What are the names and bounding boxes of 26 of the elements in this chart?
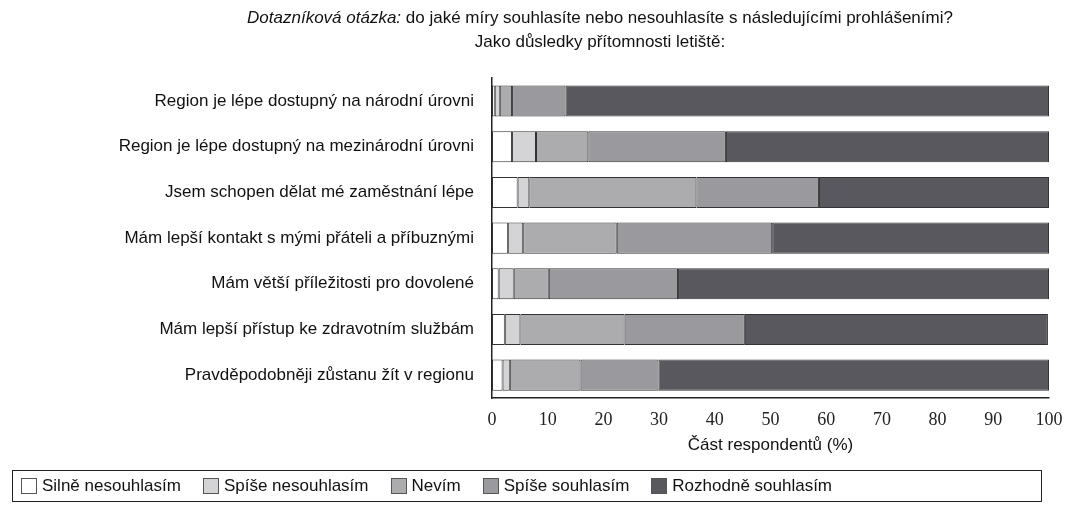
legend-label: Rozhodně souhlasím — [672, 476, 833, 496]
x-tick-label: 30 — [650, 408, 669, 429]
x-axis-title: Část respondentů (%) — [687, 435, 854, 455]
legend-label: Spíše nesouhlasím — [223, 476, 369, 496]
x-tick-label: 60 — [817, 408, 836, 429]
legend-label: Nevím — [411, 476, 461, 496]
x-tick-label: 70 — [872, 408, 891, 429]
y-tick-label: Region je lépe dostupný na národní úrovni — [154, 90, 474, 110]
x-tick-label: 100 — [1035, 408, 1063, 429]
y-tick-label: Pravděpodobněji zůstanu žít v regionu — [184, 364, 474, 384]
y-tick-label: Region je lépe dostupný na mezinárodní úrovni — [118, 136, 474, 156]
chart-subtitle: Jako důsledky přítomnosti letiště: — [473, 31, 727, 53]
x-tick-label: 40 — [705, 408, 724, 429]
x-tick-label: 0 — [487, 408, 497, 429]
x-tick-label: 20 — [594, 408, 613, 429]
legend-label: Spíše souhlasím — [503, 476, 630, 496]
x-tick-label: 80 — [928, 408, 947, 429]
x-tick-label: 50 — [761, 408, 780, 429]
y-tick-label: Mám lepší kontakt s mými přáteli a příbuznými — [124, 227, 474, 247]
legend-label: Silně nesouhlasím — [42, 476, 181, 496]
y-tick-label: Mám lepší přístup ke zdravotním službám — [159, 319, 474, 339]
y-tick-label: Jsem schopen dělat mé zaměstnání lépe — [164, 182, 474, 202]
x-tick-label: 10 — [538, 408, 557, 429]
y-tick-label: Mám větší příležitosti pro dovolené — [211, 273, 474, 293]
x-tick-label: 90 — [984, 408, 1003, 429]
chart-title: Dotazníková otázka: do jaké míry souhlasíte nebo nesouhlasíte s následujícími prohlášeními? — [246, 7, 954, 29]
